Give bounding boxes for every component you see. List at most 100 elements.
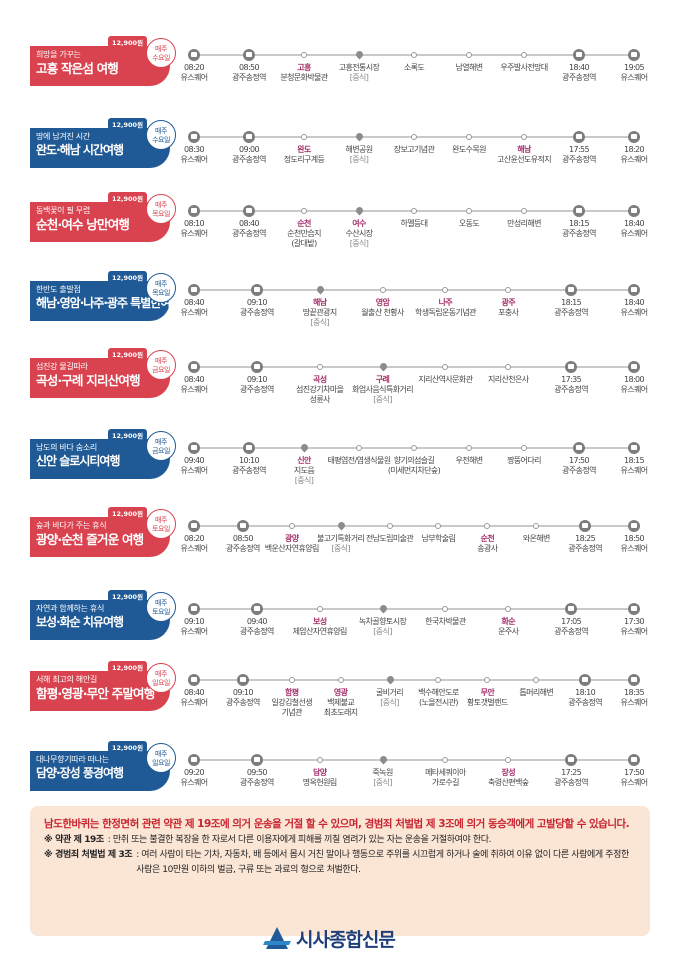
stop-name: 유스퀘어 — [180, 544, 208, 553]
stop-label: 09:50 광주송정역 — [225, 768, 289, 788]
bus-icon — [188, 520, 200, 532]
stop-label: 고흥 분청문화박물관 — [272, 63, 336, 83]
stop-label: 화순 운주사 — [476, 617, 540, 637]
route-row: 숲과 바다가 주는 휴식 광양·순천 즐거운 여행 12,900원 매주 토요일 08:2… — [0, 501, 680, 579]
stop-detail: 성륜사 — [309, 395, 331, 404]
stop-name: 유스퀘어 — [180, 229, 208, 238]
stop-name: 여수 — [352, 219, 366, 228]
stop-name: 광주송정역 — [568, 698, 603, 707]
bus-icon — [628, 754, 640, 766]
schedule-day-text: 매주 — [155, 670, 167, 678]
route-row: 남도의 바다 숨소리 신안 슬로시티여행 12,900원 매주 금요일 09:40 유스퀘어… — [0, 423, 680, 501]
lunch-note: [중식] — [380, 698, 399, 707]
stop-label: 09:10 유스퀘어 — [162, 617, 226, 637]
stop-label: 함평 일강김철선생 기념관 — [260, 688, 324, 718]
lunch-pin-icon — [315, 284, 326, 295]
stop-name: 광주 — [501, 298, 516, 307]
bus-icon — [573, 442, 585, 454]
stop-dot-icon — [442, 757, 449, 763]
stop-detail: 지도읍 — [293, 466, 315, 475]
stop-name: 영암 — [375, 298, 390, 307]
stop-detail: 월출산 천황사 — [361, 308, 404, 317]
route-row: 섬진강 물길따라 곡성·구례 지리산여행 12,900원 매주 금요일 08:40 유스퀘어… — [0, 342, 680, 420]
route-title-badge: 숲과 바다가 주는 휴식 광양·순천 즐거운 여행 — [30, 517, 170, 557]
stop-name: 광주송정역 — [232, 466, 266, 475]
schedule-day-text: 매주 — [155, 750, 167, 758]
stop-time: 08:40 — [183, 688, 205, 697]
stop-label: 지리산천은사 — [476, 375, 540, 385]
stop-detail: 송광사 — [477, 544, 498, 553]
schedule-day-text: 목요일 — [152, 210, 170, 218]
stop-time: 18:00 — [623, 375, 645, 384]
stop-label: 18:40 유스퀘어 — [602, 298, 666, 318]
bus-icon — [188, 674, 200, 686]
route-badge: 자연과 함께하는 휴식 보성·화순 치유여행 12,900원 매주 토요일 — [30, 590, 180, 640]
stop-detail: 명옥헌원림 — [302, 778, 337, 787]
schedule-day-text: 매주 — [155, 45, 167, 53]
route-subtitle: 희망을 가꾸는 — [36, 50, 81, 59]
stop-name: 구례 — [375, 375, 390, 384]
stop-dot-icon — [521, 134, 527, 140]
stop-label: 17:50 광주송정역 — [547, 456, 611, 476]
stop-name: 보성 — [312, 617, 327, 626]
stop-time: 08:40 — [238, 219, 260, 228]
stop-name: 완도수목원 — [452, 145, 486, 154]
schedule-day-text: 금요일 — [152, 447, 170, 455]
stop-name: 하멜등대 — [400, 219, 428, 228]
stop-label: 남열해변 — [437, 63, 501, 73]
stop-time: 17:05 — [561, 617, 582, 626]
stop-dot-icon — [521, 208, 527, 214]
stop-dot-icon — [442, 606, 449, 612]
lunch-note: [중식] — [373, 627, 392, 636]
stop-name: 고흥전통시장 — [338, 63, 380, 72]
schedule-day-text: 목요일 — [152, 289, 170, 297]
route-subtitle: 땅에 남겨진 시간 — [36, 132, 90, 141]
stop-label: 죽녹원 [중식] — [351, 768, 415, 788]
stop-label: 08:40 유스퀘어 — [162, 298, 226, 318]
stop-label: 지리산역사문화관 — [413, 375, 477, 385]
schedule-day-badge: 매주 금요일 — [146, 350, 176, 380]
route-title: 광양·순천 즐거운 여행 — [36, 532, 144, 547]
stop-detail: (노을전시관) — [419, 698, 458, 707]
stop-label: 메타세쿼이아 가로수길 — [413, 768, 477, 788]
lunch-pin-icon — [378, 361, 389, 372]
stop-name: 광주송정역 — [239, 308, 274, 317]
notice-rule-1-key: ※ 약관 제 19조 — [44, 835, 104, 845]
bus-icon — [250, 754, 263, 766]
schedule-day-text: 매주 — [155, 516, 167, 524]
stop-detail: 포충사 — [498, 308, 519, 317]
bus-icon — [188, 131, 200, 143]
stop-detail: (미세먼지차단숲) — [387, 466, 441, 475]
stop-name: 한국차박물관 — [425, 617, 466, 626]
stop-name: 남부학술림 — [421, 534, 456, 543]
stop-time: 08:50 — [238, 63, 260, 72]
stop-label: 곡성 섬진강기차마을 성륜사 — [288, 375, 352, 405]
stop-label: 10:10 광주송정역 — [217, 456, 281, 476]
bus-icon — [573, 49, 585, 61]
stop-time: 09:50 — [246, 768, 268, 777]
stop-label: 08:40 유스퀘어 — [162, 688, 226, 708]
notice-rule-1: ※ 약관 제 19조 : 만취 또는 불결한 복장을 한 자로서 다른 이용자에… — [44, 833, 636, 848]
stop-name: 유스퀘어 — [180, 73, 208, 82]
stop-name: 유스퀘어 — [180, 385, 208, 394]
stop-time: 17:30 — [623, 617, 645, 626]
stop-name: 신안 — [297, 456, 311, 465]
bus-icon — [188, 284, 200, 296]
stop-time: 17:50 — [568, 456, 590, 465]
stop-label: 영광 백제불교 최초도래지 — [309, 688, 373, 718]
bus-icon — [628, 284, 640, 296]
stop-label: 태평염전/염생식물원 — [327, 456, 392, 466]
route-badge: 서해 최고의 해안길 함평·영광·무안 주말여행 12,900원 매주 일요일 — [30, 661, 180, 711]
stop-label: 18:20 유스퀘어 — [602, 145, 666, 165]
route-title-badge: 땅에 남겨진 시간 완도·해남 시간여행 — [30, 128, 170, 168]
stop-name: 광주송정역 — [232, 229, 266, 238]
stop-dot-icon — [484, 523, 491, 529]
stop-label: 18:40 유스퀘어 — [602, 219, 666, 239]
stop-time: 18:35 — [623, 688, 645, 697]
price-tag: 12,900원 — [108, 36, 148, 48]
stop-time: 09:10 — [183, 617, 205, 626]
route-subtitle: 한반도 출발점 — [36, 285, 81, 294]
stop-time: 08:30 — [183, 145, 205, 154]
stop-label: 구례 화엄사음식특화거리 [중식] — [351, 375, 415, 405]
stop-label: 18:10 광주송정역 — [553, 688, 617, 708]
